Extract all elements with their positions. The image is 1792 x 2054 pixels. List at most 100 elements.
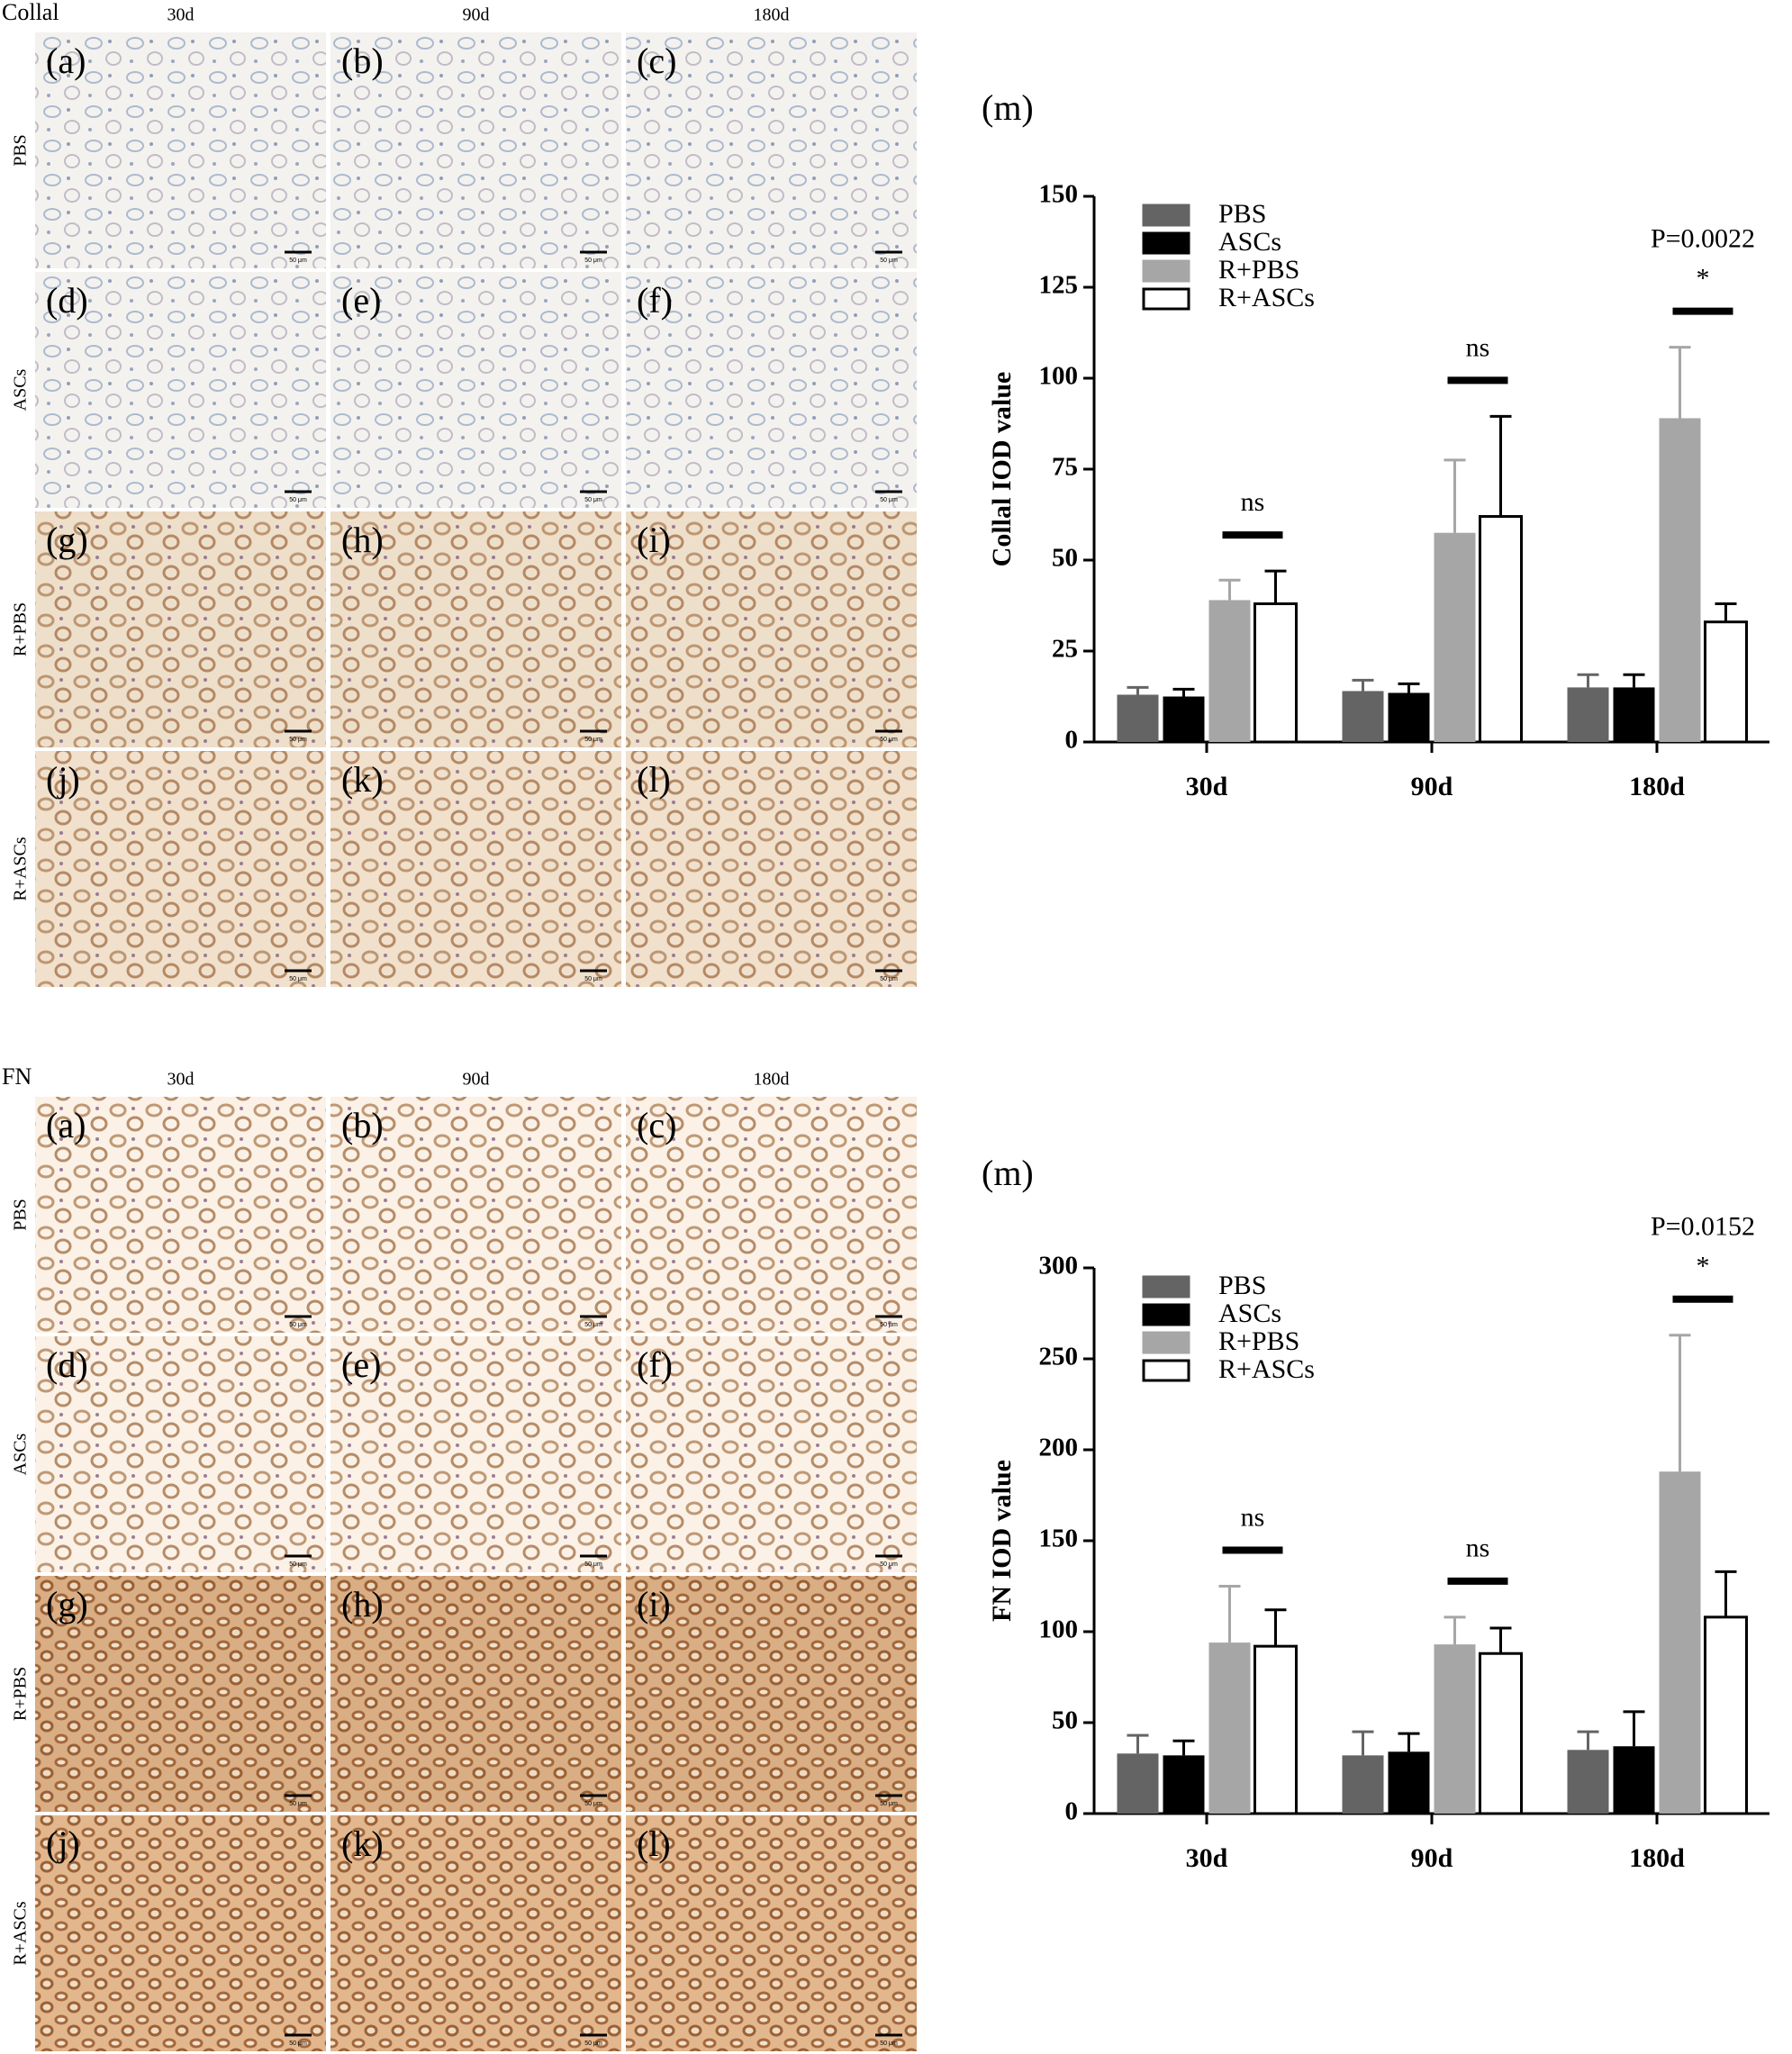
legend-swatch xyxy=(1142,1275,1190,1298)
micrograph-texture xyxy=(35,1576,326,1812)
image-label: (c) xyxy=(637,1105,676,1145)
y-tick-label: 100 xyxy=(1039,362,1079,391)
bar xyxy=(1117,694,1159,742)
bar xyxy=(1613,1746,1655,1814)
image-label: (h) xyxy=(341,1584,384,1624)
y-tick-label: 50 xyxy=(1052,1706,1078,1735)
micrograph-texture xyxy=(626,272,917,508)
legend-swatch xyxy=(1142,1303,1190,1326)
micrograph-texture xyxy=(626,32,917,268)
legend-label: PBS xyxy=(1218,199,1266,229)
x-tick-label: 90d xyxy=(1411,772,1453,801)
micrograph-texture xyxy=(626,1336,917,1572)
y-tick-label: 0 xyxy=(1065,1797,1079,1826)
column-label: 180d xyxy=(754,5,790,25)
scale-bar-label: 50 μm xyxy=(584,1561,602,1568)
bar xyxy=(1163,696,1205,742)
bar xyxy=(1613,687,1655,742)
column-label: 180d xyxy=(754,1070,790,1090)
image-label: (f) xyxy=(637,280,673,321)
bar xyxy=(1163,1755,1205,1814)
legend-label: R+ASCs xyxy=(1218,1354,1315,1384)
bar xyxy=(1434,532,1476,742)
scale-bar-label: 50 μm xyxy=(584,258,602,264)
scale-bar-label: 50 μm xyxy=(289,1561,307,1568)
x-tick-label: 30d xyxy=(1186,1843,1228,1873)
micrograph-texture xyxy=(35,751,326,987)
scale-bar-label: 50 μm xyxy=(880,2040,898,2047)
row-label: R+PBS xyxy=(11,1667,31,1721)
image-label: (l) xyxy=(637,759,671,800)
bar xyxy=(1342,1755,1384,1814)
row-label: R+ASCs xyxy=(11,1901,31,1966)
scale-bar-label: 50 μm xyxy=(880,258,898,264)
image-label: (g) xyxy=(46,1584,88,1624)
y-tick-label: 125 xyxy=(1039,271,1079,300)
y-tick-label: 50 xyxy=(1052,544,1078,573)
scale-bar-label: 50 μm xyxy=(880,1561,898,1568)
legend-label: R+ASCs xyxy=(1218,283,1315,312)
bar xyxy=(1659,418,1701,742)
y-tick-label: 25 xyxy=(1052,635,1078,664)
micrograph-texture xyxy=(626,1815,917,2051)
micrograph-texture xyxy=(330,751,621,987)
micrograph-texture xyxy=(626,1097,917,1333)
image-label: (d) xyxy=(46,280,88,321)
x-tick-label: 180d xyxy=(1629,772,1685,801)
image-label: (h) xyxy=(341,520,384,560)
legend-label: R+PBS xyxy=(1218,255,1299,285)
scale-bar-label: 50 μm xyxy=(289,497,307,503)
micrograph-texture xyxy=(330,272,621,508)
bar xyxy=(1208,600,1251,742)
significance-label: ns xyxy=(1466,1534,1490,1563)
y-tick-label: 250 xyxy=(1039,1343,1079,1371)
bar xyxy=(1567,687,1609,742)
bar xyxy=(1479,1651,1523,1815)
y-tick-label: 150 xyxy=(1039,180,1079,209)
chart-label: (m) xyxy=(982,87,1034,128)
image-label: (k) xyxy=(341,1823,384,1864)
image-label: (e) xyxy=(341,1344,381,1385)
legend-label: R+PBS xyxy=(1218,1326,1299,1356)
x-tick-label: 180d xyxy=(1629,1843,1685,1873)
micrograph-texture xyxy=(35,272,326,508)
bar xyxy=(1388,692,1430,742)
y-tick-label: 300 xyxy=(1039,1252,1079,1280)
scale-bar-label: 50 μm xyxy=(880,976,898,982)
legend-swatch xyxy=(1142,1331,1190,1354)
image-label: (d) xyxy=(46,1344,88,1385)
micrograph-texture xyxy=(330,1576,621,1812)
y-tick-label: 100 xyxy=(1039,1615,1079,1644)
scale-bar-label: 50 μm xyxy=(584,1801,602,1807)
image-label: (j) xyxy=(46,1823,80,1864)
row-label: ASCs xyxy=(11,368,31,411)
micrograph-texture xyxy=(330,1336,621,1572)
significance-label: * xyxy=(1697,1252,1710,1281)
panel-title: FN xyxy=(2,1063,32,1090)
row-label: PBS xyxy=(11,134,31,167)
bar xyxy=(1117,1753,1159,1814)
image-label: (l) xyxy=(637,1823,671,1864)
column-label: 90d xyxy=(463,1070,490,1090)
scale-bar-label: 50 μm xyxy=(880,497,898,503)
micrograph-texture xyxy=(35,1336,326,1572)
bar xyxy=(1704,1615,1748,1815)
scale-bar-label: 50 μm xyxy=(289,258,307,264)
micrograph-texture xyxy=(626,751,917,987)
p-value: P=0.0022 xyxy=(1651,224,1755,254)
scale-bar-label: 50 μm xyxy=(880,1801,898,1807)
legend-label: ASCs xyxy=(1218,1298,1281,1328)
row-label: PBS xyxy=(11,1199,31,1231)
image-label: (f) xyxy=(637,1344,673,1385)
bar xyxy=(1704,620,1748,744)
scale-bar-label: 50 μm xyxy=(289,976,307,982)
micrograph-texture xyxy=(35,1097,326,1333)
image-label: (k) xyxy=(341,759,384,800)
significance-label: ns xyxy=(1241,487,1265,517)
image-label: (i) xyxy=(637,1584,671,1624)
image-label: (a) xyxy=(46,1105,86,1145)
image-label: (e) xyxy=(341,280,381,321)
bar xyxy=(1253,602,1298,744)
scale-bar-label: 50 μm xyxy=(289,1322,307,1328)
